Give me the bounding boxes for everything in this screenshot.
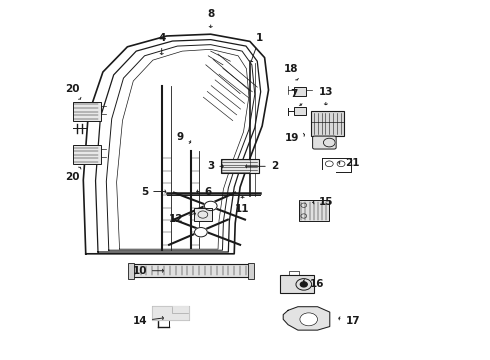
Text: 14: 14 xyxy=(132,316,163,326)
Text: 15: 15 xyxy=(313,197,333,207)
Circle shape xyxy=(325,161,333,167)
Text: 5: 5 xyxy=(141,186,166,197)
Circle shape xyxy=(195,228,207,237)
Circle shape xyxy=(300,282,307,287)
Text: 19: 19 xyxy=(284,132,304,143)
Text: 6: 6 xyxy=(197,186,212,197)
Text: 13: 13 xyxy=(318,87,333,105)
Circle shape xyxy=(337,161,345,167)
FancyBboxPatch shape xyxy=(132,264,250,277)
Text: 9: 9 xyxy=(177,132,191,143)
FancyBboxPatch shape xyxy=(194,208,212,221)
Text: 20: 20 xyxy=(65,84,81,99)
FancyBboxPatch shape xyxy=(313,136,336,149)
Text: 4: 4 xyxy=(158,33,166,54)
FancyBboxPatch shape xyxy=(73,102,101,121)
Circle shape xyxy=(323,138,335,147)
Text: 3: 3 xyxy=(207,161,223,171)
Polygon shape xyxy=(283,307,330,330)
Text: 21: 21 xyxy=(339,158,360,168)
Text: 20: 20 xyxy=(65,167,81,182)
Text: 17: 17 xyxy=(339,316,360,326)
FancyBboxPatch shape xyxy=(220,159,259,173)
Text: 2: 2 xyxy=(246,161,278,171)
Text: 7: 7 xyxy=(290,89,302,105)
Text: 10: 10 xyxy=(132,266,163,276)
Circle shape xyxy=(300,313,318,326)
FancyBboxPatch shape xyxy=(294,107,306,115)
Text: 1: 1 xyxy=(250,33,263,62)
Circle shape xyxy=(296,279,312,290)
Text: 11: 11 xyxy=(235,197,250,214)
Text: 18: 18 xyxy=(284,64,299,80)
FancyBboxPatch shape xyxy=(294,87,306,96)
Circle shape xyxy=(204,201,217,211)
Text: 12: 12 xyxy=(169,212,196,224)
FancyBboxPatch shape xyxy=(73,145,101,164)
FancyBboxPatch shape xyxy=(248,263,254,279)
FancyBboxPatch shape xyxy=(128,263,134,279)
Text: 8: 8 xyxy=(207,9,214,27)
FancyBboxPatch shape xyxy=(311,111,344,136)
FancyBboxPatch shape xyxy=(280,275,314,293)
FancyBboxPatch shape xyxy=(299,200,329,221)
Text: 16: 16 xyxy=(303,279,325,289)
